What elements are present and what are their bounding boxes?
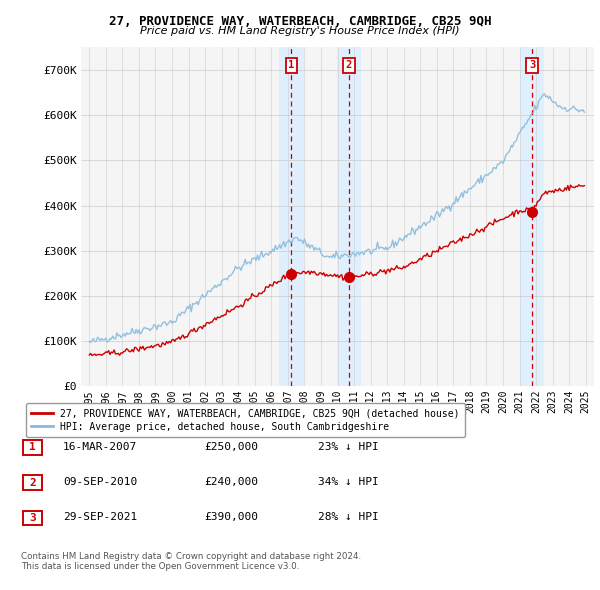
Text: 28% ↓ HPI: 28% ↓ HPI — [318, 513, 379, 522]
FancyBboxPatch shape — [23, 510, 42, 526]
Text: 2: 2 — [29, 478, 36, 487]
Text: £250,000: £250,000 — [204, 442, 258, 451]
FancyBboxPatch shape — [23, 440, 42, 455]
Bar — [520, 47, 544, 386]
FancyBboxPatch shape — [23, 475, 42, 490]
Text: 23% ↓ HPI: 23% ↓ HPI — [318, 442, 379, 451]
Text: 09-SEP-2010: 09-SEP-2010 — [63, 477, 137, 487]
Text: 1: 1 — [288, 60, 295, 70]
Bar — [337, 47, 361, 386]
Text: 16-MAR-2007: 16-MAR-2007 — [63, 442, 137, 451]
Text: £240,000: £240,000 — [204, 477, 258, 487]
Text: 3: 3 — [529, 60, 535, 70]
Text: 3: 3 — [29, 513, 36, 523]
Text: £390,000: £390,000 — [204, 513, 258, 522]
Text: 27, PROVIDENCE WAY, WATERBEACH, CAMBRIDGE, CB25 9QH: 27, PROVIDENCE WAY, WATERBEACH, CAMBRIDG… — [109, 15, 491, 28]
Text: 29-SEP-2021: 29-SEP-2021 — [63, 513, 137, 522]
Bar — [279, 47, 304, 386]
Text: Contains HM Land Registry data © Crown copyright and database right 2024.
This d: Contains HM Land Registry data © Crown c… — [21, 552, 361, 571]
Text: Price paid vs. HM Land Registry's House Price Index (HPI): Price paid vs. HM Land Registry's House … — [140, 26, 460, 36]
Text: 2: 2 — [346, 60, 352, 70]
Text: 34% ↓ HPI: 34% ↓ HPI — [318, 477, 379, 487]
Text: 1: 1 — [29, 442, 36, 452]
Legend: 27, PROVIDENCE WAY, WATERBEACH, CAMBRIDGE, CB25 9QH (detached house), HPI: Avera: 27, PROVIDENCE WAY, WATERBEACH, CAMBRIDG… — [26, 403, 465, 437]
